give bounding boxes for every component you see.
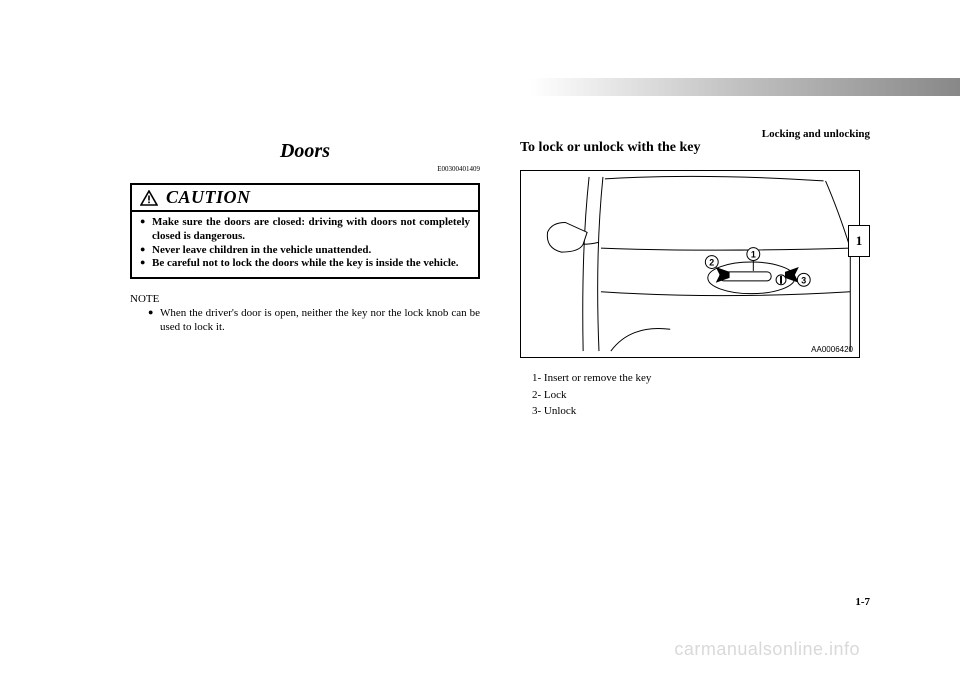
figure-label-1: 1 <box>751 250 756 260</box>
legend: 1- Insert or remove the key 2- Lock 3- U… <box>520 370 870 420</box>
section-title-doors: Doors <box>130 140 480 163</box>
door-figure-svg: 1 2 3 <box>521 171 859 357</box>
subsection-title: To lock or unlock with the key <box>520 140 870 156</box>
legend-num: 1- <box>532 372 541 384</box>
legend-num: 3- <box>532 405 541 417</box>
header-gradient <box>530 78 960 96</box>
caution-title: CAUTION <box>166 187 251 208</box>
page: Locking and unlocking Doors E00300401409… <box>0 0 960 678</box>
caution-body: Make sure the doors are closed: driving … <box>132 212 478 277</box>
note-label: NOTE <box>130 293 480 305</box>
figure-label-2: 2 <box>709 257 714 267</box>
doc-code: E00300401409 <box>130 165 480 173</box>
legend-item: 1- Insert or remove the key <box>532 370 870 387</box>
legend-text: Lock <box>544 389 567 401</box>
watermark: carmanualsonline.info <box>674 639 860 660</box>
legend-item: 3- Unlock <box>532 403 870 420</box>
side-tab-number: 1 <box>856 233 863 249</box>
content-columns: Doors E00300401409 CAUTION Make sure the… <box>130 140 870 420</box>
legend-text: Insert or remove the key <box>544 372 652 384</box>
figure-code: AA0006420 <box>811 345 853 354</box>
legend-item: 2- Lock <box>532 387 870 404</box>
legend-num: 2- <box>532 389 541 401</box>
note-item: When the driver's door is open, neither … <box>148 307 480 335</box>
caution-item: Make sure the doors are closed: driving … <box>140 216 470 244</box>
left-column: Doors E00300401409 CAUTION Make sure the… <box>130 140 480 420</box>
warning-triangle-icon <box>140 190 158 206</box>
caution-item: Never leave children in the vehicle unat… <box>140 244 470 258</box>
caution-header: CAUTION <box>132 185 478 212</box>
side-tab: 1 <box>848 225 870 257</box>
figure-label-3: 3 <box>801 275 806 285</box>
caution-box: CAUTION Make sure the doors are closed: … <box>130 183 480 279</box>
legend-text: Unlock <box>544 405 576 417</box>
caution-item: Be careful not to lock the doors while t… <box>140 257 470 271</box>
figure-box: 1 2 3 AA0006420 <box>520 170 860 358</box>
note-list: When the driver's door is open, neither … <box>130 307 480 335</box>
header-section-label: Locking and unlocking <box>762 128 870 140</box>
page-number: 1-7 <box>855 596 870 608</box>
right-column: To lock or unlock with the key <box>520 140 870 420</box>
